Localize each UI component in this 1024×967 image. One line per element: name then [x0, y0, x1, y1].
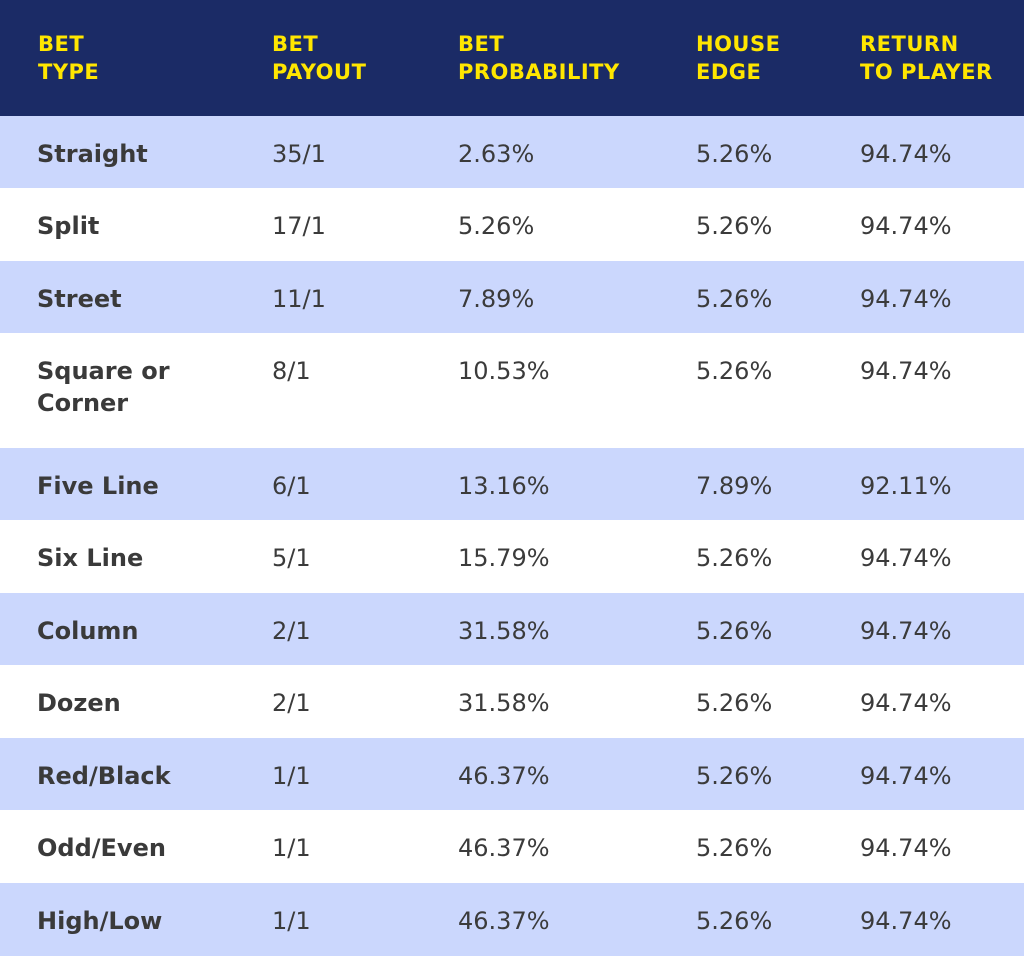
- cell-house-edge: 5.26%: [696, 762, 773, 790]
- table-row: Odd/Even 1/1 46.37% 5.26% 94.74%: [0, 810, 1024, 883]
- cell-bet-payout: 1/1: [272, 762, 311, 790]
- cell-house-edge: 7.89%: [696, 472, 773, 500]
- table-row: High/Low 1/1 46.37% 5.26% 94.74%: [0, 883, 1024, 956]
- cell-house-edge: 5.26%: [696, 544, 773, 572]
- table-row: Split 17/1 5.26% 5.26% 94.74%: [0, 188, 1024, 261]
- cell-return-to-player: 94.74%: [860, 544, 952, 572]
- cell-bet-payout: 2/1: [272, 689, 311, 717]
- cell-house-edge: 5.26%: [696, 689, 773, 717]
- cell-bet-probability: 46.37%: [458, 762, 550, 790]
- cell-bet-payout: 6/1: [272, 472, 311, 500]
- cell-bet-payout: 1/1: [272, 834, 311, 862]
- table-row: Dozen 2/1 31.58% 5.26% 94.74%: [0, 665, 1024, 738]
- cell-bet-type: Five Line: [37, 472, 159, 500]
- cell-bet-type: Odd/Even: [37, 834, 166, 862]
- cell-house-edge: 5.26%: [696, 907, 773, 935]
- cell-bet-probability: 5.26%: [458, 212, 535, 240]
- cell-bet-probability: 10.53%: [458, 357, 550, 385]
- cell-house-edge: 5.26%: [696, 357, 773, 385]
- cell-bet-type: Street: [37, 285, 122, 313]
- cell-return-to-player: 94.74%: [860, 907, 952, 935]
- cell-return-to-player: 94.74%: [860, 689, 952, 717]
- cell-bet-payout: 8/1: [272, 357, 311, 385]
- cell-bet-payout: 11/1: [272, 285, 326, 313]
- cell-house-edge: 5.26%: [696, 212, 773, 240]
- cell-bet-payout: 5/1: [272, 544, 311, 572]
- cell-return-to-player: 94.74%: [860, 357, 952, 385]
- cell-bet-probability: 46.37%: [458, 907, 550, 935]
- cell-bet-probability: 7.89%: [458, 285, 535, 313]
- cell-house-edge: 5.26%: [696, 834, 773, 862]
- table-row: Straight 35/1 2.63% 5.26% 94.74%: [0, 116, 1024, 188]
- cell-bet-payout: 35/1: [272, 140, 326, 168]
- header-house-edge: HOUSE EDGE: [696, 32, 781, 84]
- cell-bet-type: Red/Black: [37, 762, 171, 790]
- header-bet-payout: BET PAYOUT: [272, 32, 367, 84]
- header-return-to-player: RETURN TO PLAYER: [860, 32, 993, 84]
- cell-bet-type: Dozen: [37, 689, 121, 717]
- cell-bet-payout: 2/1: [272, 617, 311, 645]
- table-row: Red/Black 1/1 46.37% 5.26% 94.74%: [0, 738, 1024, 810]
- table-header: BET TYPE BET PAYOUT BET PROBABILITY HOUS…: [0, 0, 1024, 116]
- cell-bet-payout: 17/1: [272, 212, 326, 240]
- cell-bet-type: Column: [37, 617, 139, 645]
- cell-return-to-player: 94.74%: [860, 285, 952, 313]
- cell-return-to-player: 94.74%: [860, 762, 952, 790]
- cell-bet-probability: 31.58%: [458, 617, 550, 645]
- cell-bet-probability: 15.79%: [458, 544, 550, 572]
- cell-house-edge: 5.26%: [696, 617, 773, 645]
- cell-bet-type: Six Line: [37, 544, 144, 572]
- cell-bet-payout: 1/1: [272, 907, 311, 935]
- cell-return-to-player: 94.74%: [860, 212, 952, 240]
- cell-bet-probability: 46.37%: [458, 834, 550, 862]
- cell-house-edge: 5.26%: [696, 140, 773, 168]
- table-row: Street 11/1 7.89% 5.26% 94.74%: [0, 261, 1024, 333]
- table-row: Six Line 5/1 15.79% 5.26% 94.74%: [0, 520, 1024, 593]
- cell-bet-probability: 31.58%: [458, 689, 550, 717]
- cell-return-to-player: 92.11%: [860, 472, 952, 500]
- table-row: Square or Corner 8/1 10.53% 5.26% 94.74%: [0, 333, 1024, 448]
- cell-return-to-player: 94.74%: [860, 617, 952, 645]
- cell-bet-type: Straight: [37, 140, 148, 168]
- table-row: Column 2/1 31.58% 5.26% 94.74%: [0, 593, 1024, 665]
- header-bet-type: BET TYPE: [38, 32, 100, 84]
- cell-bet-type: Split: [37, 212, 100, 240]
- cell-return-to-player: 94.74%: [860, 834, 952, 862]
- cell-house-edge: 5.26%: [696, 285, 773, 313]
- cell-bet-probability: 13.16%: [458, 472, 550, 500]
- cell-bet-type: High/Low: [37, 907, 163, 935]
- cell-bet-probability: 2.63%: [458, 140, 535, 168]
- cell-bet-type: Square or Corner: [37, 357, 170, 417]
- table-row: Five Line 6/1 13.16% 7.89% 92.11%: [0, 448, 1024, 520]
- cell-return-to-player: 94.74%: [860, 140, 952, 168]
- header-bet-probability: BET PROBABILITY: [458, 32, 620, 84]
